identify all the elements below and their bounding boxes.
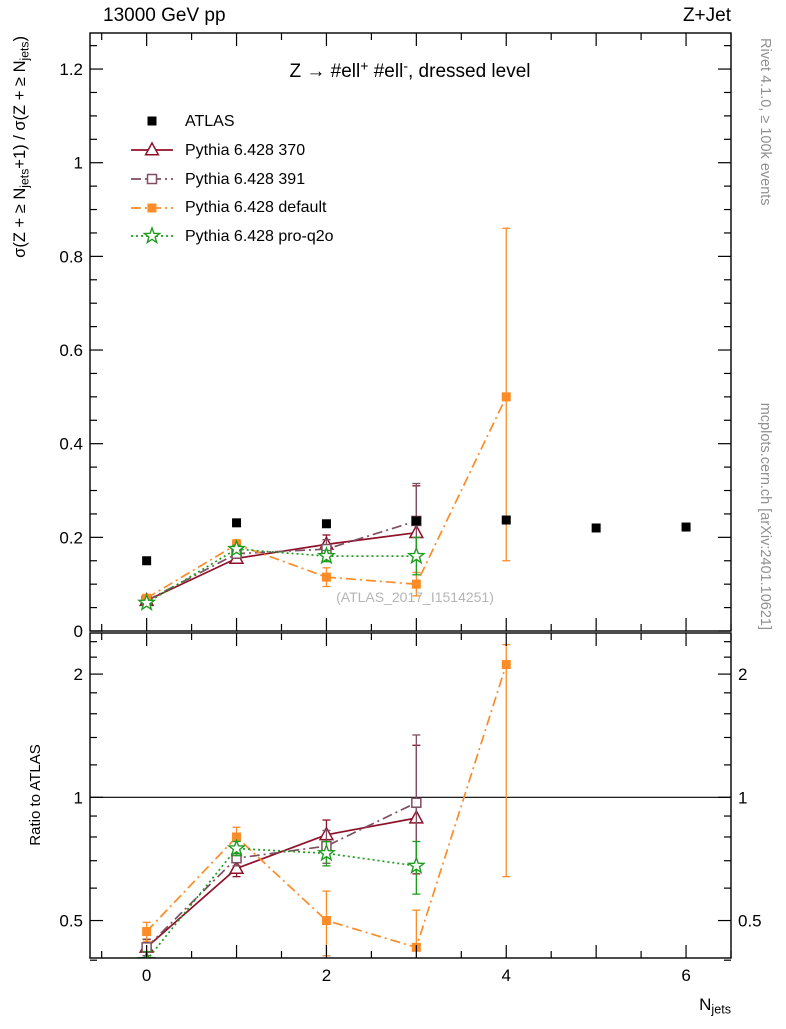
tick-label: 1 <box>74 788 83 807</box>
main-panel <box>89 32 732 632</box>
plot-title: Z → #ell+ #ell-, dressed level <box>289 58 530 82</box>
legend-label-pythia-proq2o: Pythia 6.428 pro-q2o <box>185 228 334 245</box>
tick-label: 2 <box>322 966 331 985</box>
tick-label: 0.8 <box>59 247 83 266</box>
tick-label: 1 <box>74 154 83 173</box>
x-axis-label: Njets <box>699 995 731 1017</box>
ratio-axis-label: Ratio to ATLAS <box>27 744 44 845</box>
series-pythia-6-428-370 <box>138 744 425 957</box>
tick-label: 0.4 <box>59 435 83 454</box>
series-pythia-6-428-391 <box>141 482 422 606</box>
legend-label-pythia-370: Pythia 6.428 370 <box>185 142 305 159</box>
tick-label: 0.5 <box>59 912 83 931</box>
tick-label: 0.2 <box>59 528 83 547</box>
series-atlas <box>142 515 691 566</box>
tick-label: 2 <box>738 665 747 684</box>
series-pythia-6-428-default <box>142 644 511 958</box>
tick-label: 1 <box>738 788 747 807</box>
legend-label-atlas: ATLAS <box>185 113 235 130</box>
tick-label: 0 <box>142 966 151 985</box>
legend <box>131 116 173 245</box>
tick-label: 6 <box>681 966 690 985</box>
main-frame <box>89 32 732 632</box>
tick-label: 2 <box>74 665 83 684</box>
plot-render-root: 0 0.2 0.4 0.6 0.8 1 1.2 0.5 0.5 1 1 2 2 0 2 4 6 Z → #ell+… <box>11 32 762 1017</box>
legend-label-pythia-default: Pythia 6.428 default <box>185 199 327 216</box>
ratio-frame <box>89 632 732 959</box>
series-pythia-6-428-pro-q2o <box>137 838 426 958</box>
rivet-version-label: Rivet 4.1.0, ≥ 100k events <box>757 38 773 206</box>
legend-label-pythia-391: Pythia 6.428 391 <box>185 171 305 188</box>
analysis-id-watermark: (ATLAS_2017_I1514251) <box>336 589 494 605</box>
mcplots-reference-label: mcplots.cern.ch [arXiv:2401.10621] <box>757 403 773 630</box>
tick-label: 4 <box>502 966 511 985</box>
axis-ticks: 0 0.2 0.4 0.6 0.8 1 1.2 0.5 0.5 1 1 2 2 0 2 4 6 <box>59 33 762 985</box>
series-pythia-6-428-pro-q2o <box>137 536 426 612</box>
tick-label: 1.2 <box>59 60 83 79</box>
series-pythia-6-428-370 <box>138 485 425 607</box>
tick-label: 0.6 <box>59 341 83 360</box>
series-pythia-6-428-391 <box>141 734 422 957</box>
beam-energy-label: 13000 GeV pp <box>103 5 226 26</box>
tick-label: 0.5 <box>738 912 762 931</box>
process-label: Z+Jet <box>683 5 732 26</box>
tick-label: 0 <box>74 622 83 641</box>
main-y-axis-label: σ(Z + ≥ Njets+1) / σ(Z + ≥ Njets) <box>11 36 32 258</box>
ratio-panel <box>89 632 732 959</box>
